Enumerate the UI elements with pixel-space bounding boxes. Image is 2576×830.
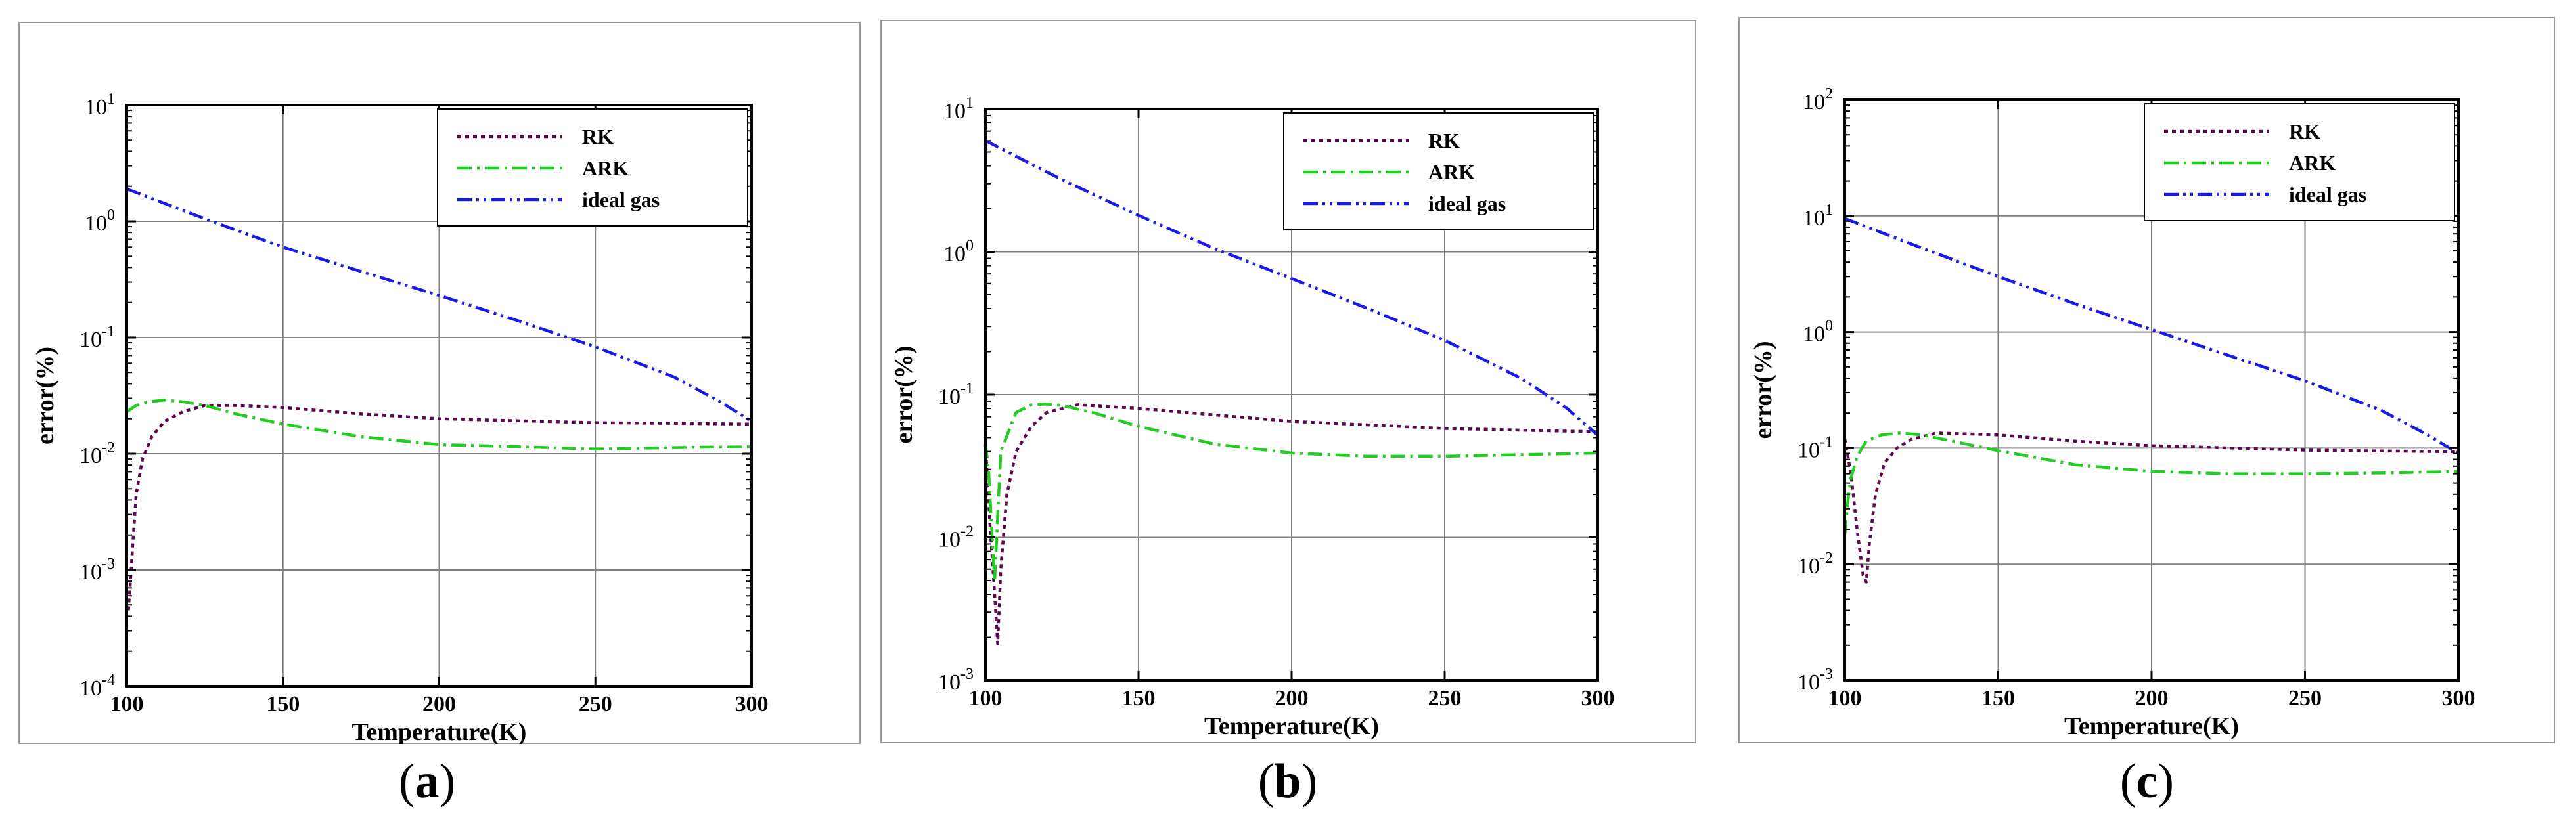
caption-b-close: ) [1301, 754, 1318, 808]
x-tick-label: 150 [1981, 686, 2015, 710]
legend-label-ark: ARK [2289, 151, 2336, 175]
caption-b-letter: b [1274, 754, 1301, 808]
series-line-ark [125, 398, 752, 450]
y-tick-label: 10-2 [79, 439, 115, 468]
x-tick-label: 250 [579, 692, 612, 716]
caption-a-letter: a [415, 754, 440, 808]
legend-label-ark: ARK [1428, 160, 1475, 184]
y-tick-label: 10-1 [79, 323, 115, 352]
series-line-ark [1843, 431, 2459, 535]
y-tick-label: 10-1 [1797, 433, 1833, 462]
y-tick-label: 100 [943, 238, 974, 267]
caption-c-open: ( [2119, 754, 2136, 808]
series-line-ideal-gas [126, 187, 753, 423]
legend-label-ark: ARK [582, 156, 629, 180]
x-axis-title: Temperature(K) [352, 718, 527, 744]
legend-label-ideal-gas: ideal gas [582, 188, 660, 211]
y-axis-title: error(%) [1750, 341, 1777, 439]
series-line-rk [983, 403, 1598, 645]
x-tick-label: 250 [2288, 686, 2322, 710]
caption-a-close: ) [439, 754, 456, 808]
y-tick-label: 100 [85, 207, 115, 236]
legend-label-rk: RK [1428, 129, 1460, 152]
x-tick-label: 200 [2135, 686, 2169, 710]
x-tick-label: 300 [735, 692, 769, 716]
x-tick-label: 150 [266, 692, 300, 716]
legend-label-ideal-gas: ideal gas [1428, 192, 1506, 215]
caption-c-letter: c [2136, 754, 2158, 808]
series-line-rk [127, 404, 752, 611]
y-tick-label: 101 [85, 91, 115, 120]
caption-c-close: ) [2158, 754, 2175, 808]
legend: RK ARK ideal gas [437, 108, 748, 227]
caption-a-open: ( [398, 754, 415, 808]
series-line-ideal-gas [984, 139, 1599, 437]
chart-c: 100 150 200 250 300 10-3 10-2 10-1 100 101 102 Temp… [1750, 85, 2475, 740]
x-tick-label: 100 [969, 686, 1003, 710]
x-tick-label: 250 [1428, 686, 1462, 710]
x-axis-title: Temperature(K) [2064, 712, 2239, 740]
caption-c: (c) [2016, 754, 2278, 810]
chart-a: 100 150 200 250 300 10-4 10-3 10-2 10-1 100 101 Tem… [32, 91, 769, 744]
caption-b-open: ( [1257, 754, 1275, 808]
caption-a: (a) [296, 754, 558, 810]
y-tick-label: 100 [1803, 318, 1833, 347]
series-line-ideal-gas [1844, 217, 2460, 455]
x-tick-label: 150 [1122, 686, 1156, 710]
y-tick-label: 10-3 [938, 666, 974, 695]
x-tick-label: 200 [1275, 686, 1309, 710]
y-tick-label: 10-2 [1797, 550, 1833, 579]
x-tick-label: 300 [2442, 686, 2475, 710]
y-axis-title: error(%) [32, 347, 59, 445]
legend-label-rk: RK [2289, 120, 2320, 143]
legend: RK ARK ideal gas [2144, 103, 2455, 221]
y-axis-title: error(%) [890, 345, 918, 443]
x-tick-label: 300 [1581, 686, 1615, 710]
y-tick-label: 101 [943, 95, 974, 123]
legend: RK ARK ideal gas [1283, 112, 1594, 230]
y-tick-label: 10-1 [938, 380, 974, 409]
caption-b: (b) [1156, 754, 1419, 810]
x-tick-label: 100 [110, 692, 144, 716]
x-axis-title: Temperature(K) [1204, 712, 1379, 740]
y-tick-label: 10-3 [1797, 666, 1833, 695]
y-tick-label: 10-3 [79, 556, 115, 584]
chart-b: 100 150 200 250 300 10-3 10-2 10-1 100 101 Tempera… [890, 95, 1615, 740]
x-tick-label: 200 [422, 692, 456, 716]
y-tick-label: 10-4 [79, 672, 115, 701]
series-line-rk [1843, 431, 2459, 584]
y-tick-label: 10-2 [938, 523, 974, 552]
legend-label-rk: RK [582, 125, 614, 148]
y-tick-label: 102 [1803, 85, 1833, 114]
y-tick-label: 101 [1803, 202, 1833, 230]
series-line-ark [983, 402, 1598, 582]
legend-label-ideal-gas: ideal gas [2289, 183, 2366, 206]
x-tick-label: 100 [1828, 686, 1862, 710]
